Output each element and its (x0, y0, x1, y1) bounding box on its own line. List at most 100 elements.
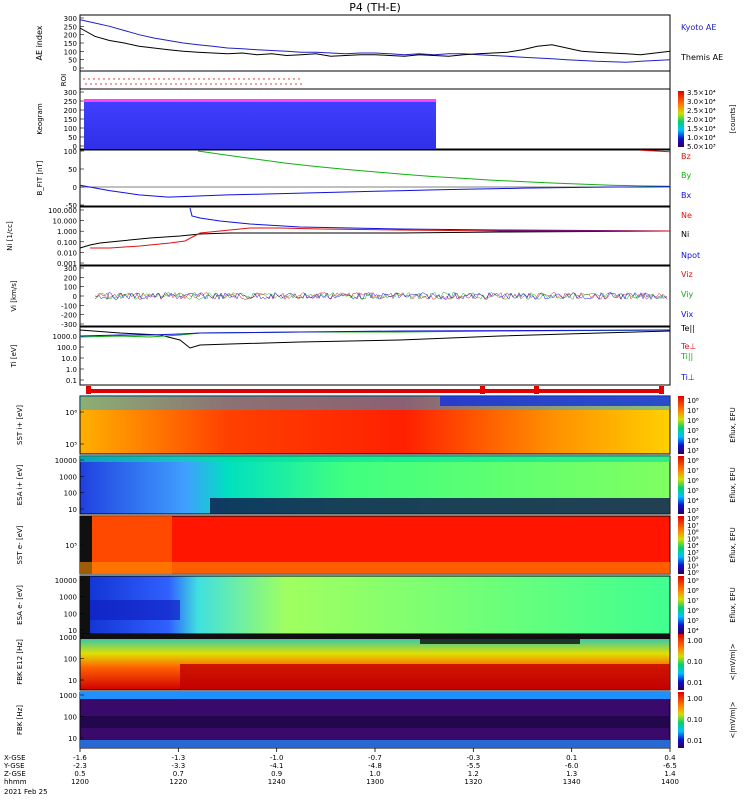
roi-dot (285, 83, 287, 85)
ni-tick-label: 0.100 (57, 239, 77, 247)
vi-tick-label: 200 (64, 274, 77, 282)
x-tick-label: -0.3 (466, 754, 480, 762)
esa-electrons-colorbar-tick: 10⁶ (687, 607, 699, 615)
ti-ylabel: Ti [eV] (10, 344, 18, 368)
vi-legend-vix: Vix (681, 310, 694, 319)
vi-trace (94, 291, 668, 301)
sst-ions-colorbar-tick: 10⁵ (687, 427, 699, 435)
sst-electrons-colorbar-tick: 10⁰ (687, 569, 699, 577)
roi-dot (255, 83, 257, 85)
esa-ions-tick-label: 100 (64, 490, 77, 498)
bfield-tick-label: 50 (68, 166, 77, 174)
fbk-b-yticks: 1000 100 10 (59, 692, 84, 743)
bfield-yticks: 100 50 0 -50 (64, 148, 84, 210)
roi-dot (233, 78, 235, 80)
fbk-e-tick-label: 100 (64, 656, 77, 664)
panel-ti: 1000.0 100.0 10.0 1.0 0.1 Ti [eV] Te|| Te⊥ T… (10, 324, 696, 386)
vi-legend-viy: Viy (681, 290, 694, 299)
x-tick-label: -2.3 (73, 762, 87, 770)
sst-electrons-colorbar-tick: 10⁷ (687, 522, 699, 530)
x-tick-label: 1220 (169, 778, 187, 786)
ti-ti-perp-line (79, 329, 671, 337)
x-tick-label: -1.3 (171, 754, 185, 762)
roi-dot (215, 83, 217, 85)
x-tick-label: -4.1 (270, 762, 284, 770)
ni-legend-ni: Ni (681, 230, 689, 239)
roi-dot (163, 78, 165, 80)
vi-ylabel: Vi [km/s] (10, 280, 18, 311)
x-tick-label: 1320 (464, 778, 482, 786)
vi-tick-label: -200 (61, 312, 77, 320)
ae-legend-themis: Themis AE (680, 53, 723, 62)
ti-tick-label: 1.0 (66, 366, 77, 374)
ae-tick-label: 250 (64, 23, 77, 31)
roi-dot (278, 78, 280, 80)
roi-dot (143, 78, 145, 80)
fbk-b-tick-label: 100 (64, 714, 77, 722)
x-tick-label: 1300 (366, 778, 384, 786)
keogram-tick-label: 250 (64, 98, 77, 106)
roi-dot (118, 78, 120, 80)
sst-ions-colorbar-tick: 10⁶ (687, 417, 699, 425)
esa-electrons-colorbar-label: Eflux, EFU (729, 587, 737, 622)
sst-ions-yticks: 10⁶ 10⁵ (65, 409, 84, 449)
sst-electrons-colorbar-tick: 10² (687, 556, 699, 564)
roi-dot (153, 78, 155, 80)
roi-dot (213, 78, 215, 80)
roi-dot (263, 78, 265, 80)
esa-electrons-colorbar-tick: 10⁵ (687, 617, 699, 625)
sst-electrons-colorbar (678, 516, 684, 574)
fbk-e-ylabel: FBK E12 [Hz] (16, 639, 24, 685)
sst-ions-colorbar-ticks: 10⁸ 10⁷ 10⁶ 10⁵ 10⁴ 10³ (687, 397, 699, 455)
roi-dot (205, 83, 207, 85)
roi-dot (268, 78, 270, 80)
esa-electrons-colorbar-tick: 10⁹ (687, 577, 699, 585)
ti-tick-label: 10.0 (61, 355, 77, 363)
fbk-b-tick-label: 10 (68, 735, 77, 743)
roi-dot (253, 78, 255, 80)
x-tick-label: 1.0 (369, 770, 380, 778)
ti-tick-label: 0.1 (66, 377, 77, 385)
ni-tick-label: 0.001 (57, 260, 77, 268)
panel-ni: 100.000 10.000 1.000 0.100 0.010 0.001 Ni [1/… (6, 206, 700, 268)
esa-electrons-colorbar-tick: 10⁸ (687, 587, 699, 595)
sst-electrons-colorbar-label: Eflux, EFU (729, 527, 737, 562)
x-tick-label: 1.3 (566, 770, 577, 778)
roi-dot (113, 78, 115, 80)
fbk-e-colorbar (678, 634, 684, 690)
ti-tick-label: 1000.0 (53, 333, 78, 341)
panel-roi: ROI (60, 70, 671, 90)
vi-trace (94, 291, 668, 301)
roi-dot (180, 83, 182, 85)
ae-kyoto-line (79, 19, 671, 63)
esa-ions-colorbar-tick: 10⁸ (687, 457, 699, 465)
esa-ions-tick-label: 10 (68, 506, 77, 514)
fbk-e-colorbar-tick: 0.10 (687, 658, 703, 666)
keogram-colorbar-tick: 1.0×10⁴ (687, 134, 716, 142)
roi-dot (110, 83, 112, 85)
roi-dot (183, 78, 185, 80)
fbk-e-colorbar-tick: 0.01 (687, 679, 703, 687)
ae-legend-kyoto: Kyoto AE (681, 23, 716, 32)
ti-te-par-line (79, 329, 671, 349)
keogram-colorbar-tick: 5.0×10³ (687, 143, 716, 151)
panel-fbk-b: 1000 100 10 FBK [Hz] 1.00 0.10 0.01 (16, 691, 703, 749)
esa-ions-colorbar-tick: 10⁵ (687, 487, 699, 495)
xaxis-row-hhmm: hhmm (4, 778, 27, 786)
roi-dot (218, 78, 220, 80)
sst-electrons-yticks: 10⁵ (65, 542, 84, 550)
keogram-colorbar-tick: 3.5×10⁴ (687, 89, 716, 97)
ni-ne-line (90, 227, 670, 249)
esa-electrons-tick-label: 100 (64, 610, 77, 618)
fbk-e-tick-label: 10 (68, 677, 77, 685)
ni-tick-label: 0.010 (57, 249, 77, 257)
roi-dot (270, 83, 272, 85)
roi-dot (105, 83, 107, 85)
fbk-b-colorbar-tick: 0.01 (687, 737, 703, 745)
bfield-by-line (197, 150, 671, 187)
esa-ions-tick-label: 10000 (55, 457, 77, 465)
esa-electrons-ylabel: ESA e- [eV] (16, 585, 24, 625)
